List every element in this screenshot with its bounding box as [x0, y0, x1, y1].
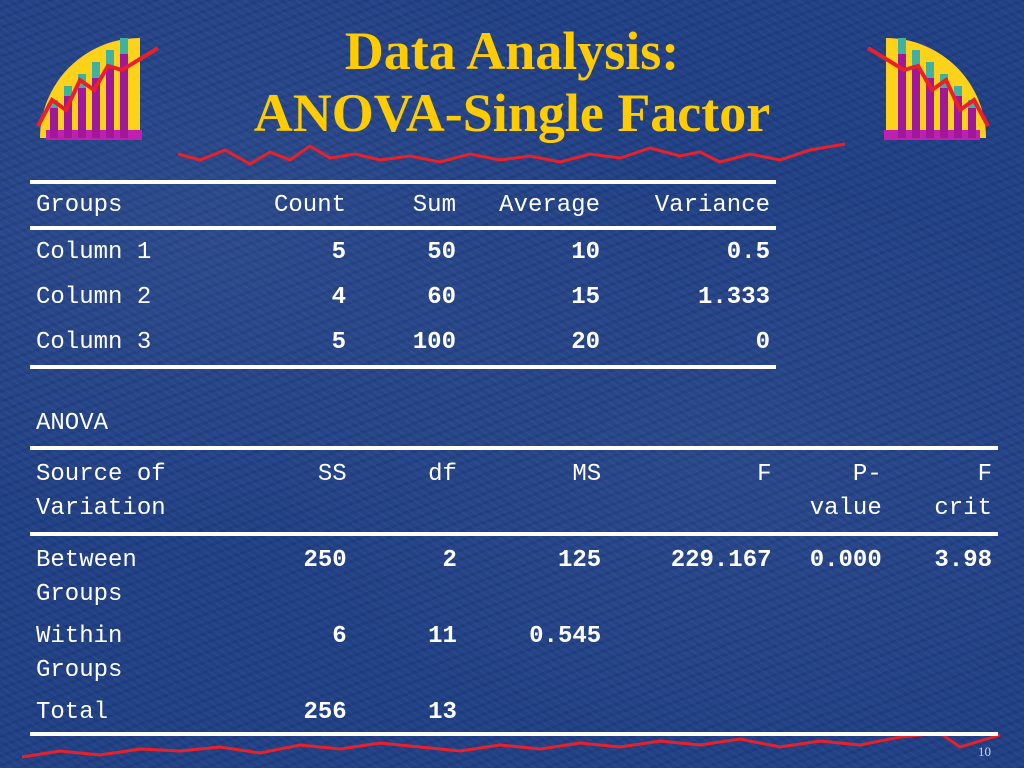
header-line: F — [757, 461, 772, 488]
average-value: 15 — [571, 284, 600, 311]
page-number: 10 — [978, 744, 991, 759]
header-line: Source of — [36, 461, 166, 488]
sum-value: 100 — [352, 320, 462, 369]
f-value — [607, 612, 777, 688]
decorative-zigzag-line — [21, 731, 1001, 759]
decorative-zigzag-line — [177, 142, 846, 166]
f-value — [607, 688, 778, 736]
header-ms: MS — [462, 446, 608, 536]
variance-value: 1.333 — [697, 284, 770, 311]
f-crit-value — [888, 612, 998, 688]
source-cell: Within Groups — [30, 612, 242, 688]
f-value: 229.167 — [670, 547, 772, 574]
header-groups: Groups — [30, 180, 242, 230]
header-line: F — [977, 461, 992, 488]
average-value: 10 — [571, 239, 600, 266]
sum-value: 50 — [427, 239, 456, 266]
table-row: Total 256 13 — [30, 688, 998, 736]
header-ss: SS — [242, 446, 353, 536]
count-value: 5 — [242, 320, 352, 369]
anova-table: Source of Variation SS df MS F P- value … — [30, 446, 998, 736]
ms-value — [462, 688, 608, 736]
source-cell: Between Groups — [30, 534, 242, 612]
f-crit-value: 3.98 — [934, 547, 992, 574]
header-line: crit — [934, 495, 992, 522]
header-line: SS — [317, 461, 347, 488]
ss-value: 256 — [242, 688, 353, 736]
summary-table: Groups Count Sum Average Variance Column… — [30, 180, 776, 369]
anova-section-label: ANOVA — [36, 410, 109, 437]
ss-value: 6 — [332, 623, 347, 650]
f-crit-value — [887, 688, 998, 736]
p-value — [777, 688, 888, 736]
table-row: Between Groups 250 2 125 229.167 0.000 3… — [30, 534, 998, 612]
header-line: df — [428, 461, 457, 488]
group-name: Column 3 — [30, 320, 242, 369]
variance-value: 0 — [606, 320, 776, 369]
p-value: 0.000 — [809, 547, 882, 574]
bar-chart-icon — [866, 38, 990, 140]
bar-chart-icon — [36, 38, 160, 140]
header-variance: Variance — [606, 180, 776, 230]
table-row: Column 2 4 60 15 1.333 — [30, 275, 776, 320]
sum-value: 60 — [427, 284, 456, 311]
group-name: Column 1 — [36, 239, 152, 266]
header-average: Average — [462, 180, 606, 230]
source-line: Between — [36, 547, 137, 574]
anova-header-row: Source of Variation SS df MS F P- value … — [30, 446, 998, 536]
ss-value: 250 — [303, 547, 347, 574]
df-value: 11 — [428, 623, 457, 650]
source-line: Total — [36, 699, 109, 726]
table-row: Within Groups 6 11 0.545 — [30, 612, 998, 688]
title-line-1: Data Analysis: — [344, 21, 680, 81]
header-line: Variation — [36, 495, 166, 522]
source-line: Within — [36, 623, 123, 650]
header-f: F — [607, 446, 778, 536]
summary-header-row: Groups Count Sum Average Variance — [30, 180, 776, 230]
title-line-2: ANOVA-Single Factor — [253, 83, 771, 143]
header-line: MS — [572, 461, 602, 488]
average-value: 20 — [462, 320, 606, 369]
df-value: 2 — [442, 547, 457, 574]
slide-title: Data Analysis: ANOVA-Single Factor — [180, 20, 844, 144]
table-row: Column 3 5 100 20 0 — [30, 320, 776, 369]
header-line: P- — [852, 461, 882, 488]
header-line: value — [809, 495, 882, 522]
count-value: 4 — [331, 284, 346, 311]
p-value — [778, 612, 888, 688]
ms-value: 0.545 — [529, 623, 602, 650]
count-value: 5 — [331, 239, 346, 266]
header-sum: Sum — [352, 180, 462, 230]
source-cell: Total — [30, 688, 243, 736]
df-value: 13 — [352, 688, 463, 736]
header-df: df — [352, 446, 463, 536]
header-source-of-variation: Source of Variation — [30, 446, 243, 536]
source-line: Groups — [36, 657, 123, 684]
ms-value: 125 — [557, 547, 602, 574]
header-f-crit: F crit — [887, 446, 998, 536]
group-name: Column 2 — [36, 284, 152, 311]
source-line: Groups — [36, 581, 123, 608]
header-p-value: P- value — [777, 446, 888, 536]
header-count: Count — [242, 180, 352, 230]
table-row: Column 1 5 50 10 0.5 — [30, 228, 776, 275]
variance-value: 0.5 — [726, 239, 770, 266]
